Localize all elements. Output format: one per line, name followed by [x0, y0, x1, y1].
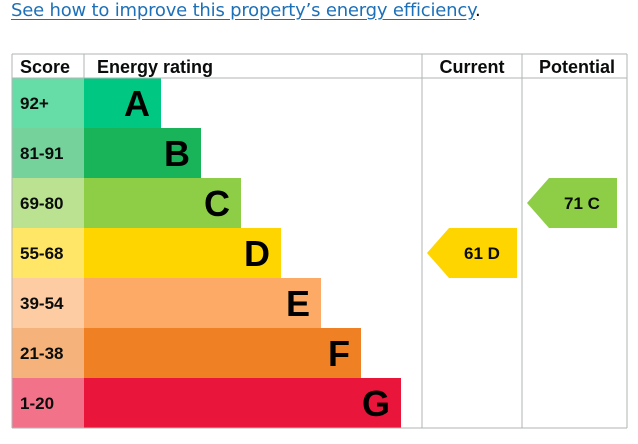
rating-bar-e [84, 278, 321, 328]
rating-letter-g: G [362, 383, 390, 424]
score-cell-b [12, 128, 84, 178]
header-energy-rating: Energy rating [97, 57, 213, 77]
score-cell-e [12, 278, 84, 328]
score-label-e: 39-54 [20, 294, 64, 313]
current-rating-label: 61 D [464, 244, 500, 263]
header-potential: Potential [539, 57, 615, 77]
rating-bar-b [84, 128, 201, 178]
rating-letter-e: E [286, 283, 310, 324]
score-cell-f [12, 328, 84, 378]
rating-bar-d [84, 228, 281, 278]
header-score: Score [20, 57, 70, 77]
score-label-b: 81-91 [20, 144, 63, 163]
score-cell-a [12, 78, 84, 128]
rating-letter-f: F [328, 333, 350, 374]
score-cell-c [12, 178, 84, 228]
rating-letter-b: B [164, 133, 190, 174]
score-label-f: 21-38 [20, 344, 63, 363]
score-label-c: 69-80 [20, 194, 63, 213]
improve-link-row: See how to improve this property’s energ… [11, 0, 481, 22]
header-current: Current [439, 57, 504, 77]
improve-efficiency-link[interactable]: See how to improve this property’s energ… [11, 0, 475, 21]
score-label-g: 1-20 [20, 394, 54, 413]
rating-letter-d: D [244, 233, 270, 274]
rating-bar-a [84, 78, 161, 128]
link-period: . [474, 0, 481, 21]
score-label-d: 55-68 [20, 244, 63, 263]
potential-rating-label: 71 C [564, 194, 600, 213]
current-rating-arrow [427, 228, 517, 278]
potential-rating-arrow [527, 178, 617, 228]
rating-letter-c: C [204, 183, 230, 224]
rating-letter-a: A [124, 83, 150, 124]
rating-bar-g [84, 378, 401, 428]
score-label-a: 92+ [20, 94, 49, 113]
score-cell-g [12, 378, 84, 428]
rating-bar-f [84, 328, 361, 378]
rating-bar-c [84, 178, 241, 228]
score-cell-d [12, 228, 84, 278]
